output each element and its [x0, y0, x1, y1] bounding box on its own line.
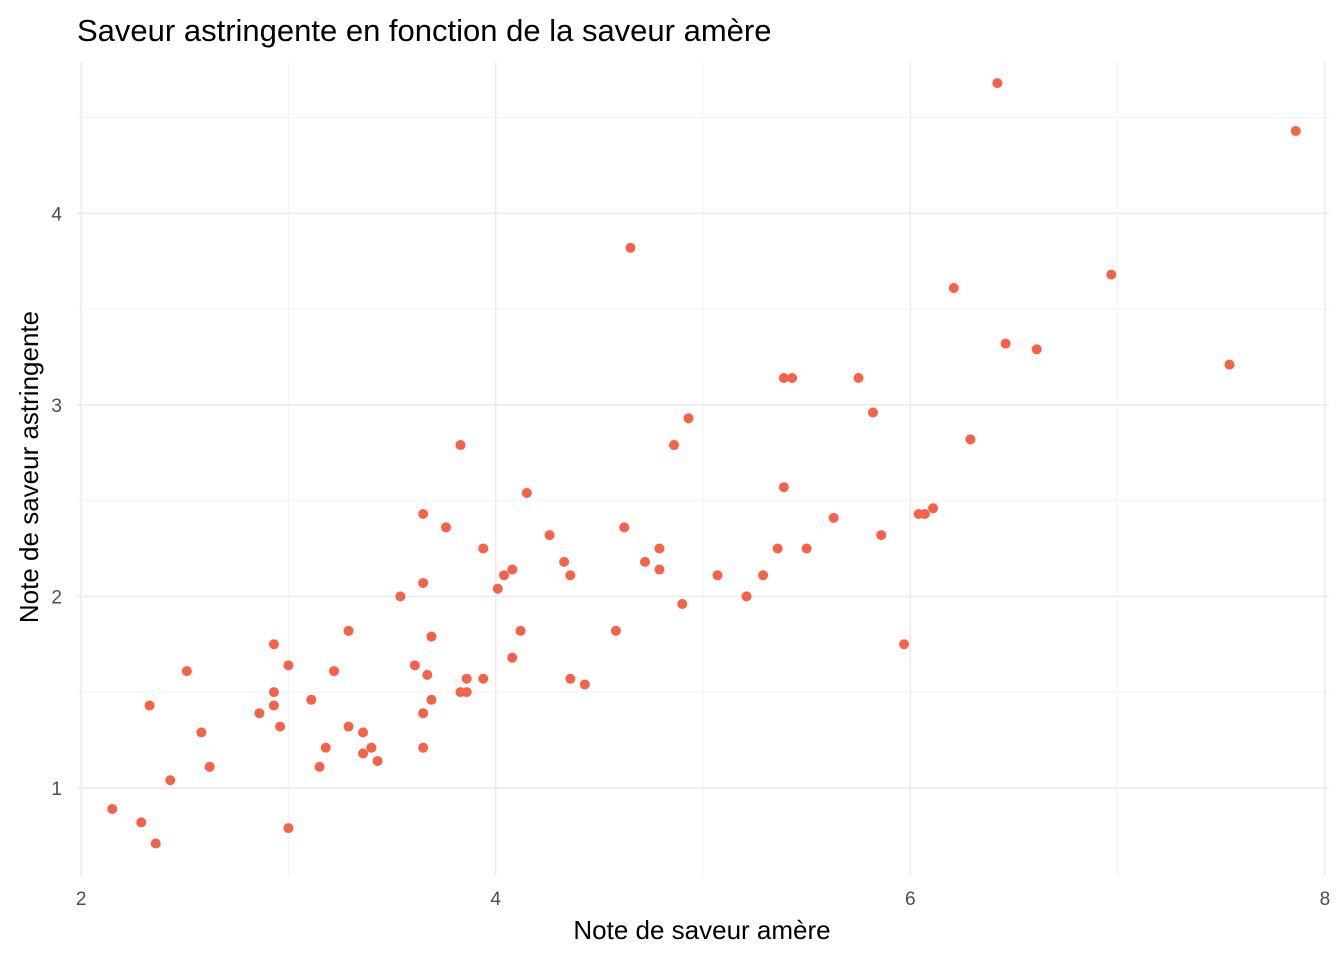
data-point	[507, 564, 518, 575]
data-point	[639, 556, 650, 567]
data-point	[418, 708, 429, 719]
data-point	[268, 639, 279, 650]
data-point	[1000, 338, 1011, 349]
data-point	[1290, 125, 1301, 136]
data-point	[358, 727, 369, 738]
chart-title: Saveur astringente en fonction de la sav…	[77, 13, 771, 48]
data-point	[778, 373, 789, 384]
data-point	[165, 775, 176, 786]
data-point	[619, 522, 630, 533]
data-point	[521, 487, 532, 498]
data-point	[150, 838, 161, 849]
data-point	[492, 583, 503, 594]
data-point	[992, 78, 1003, 89]
x-axis-title: Note de saveur amère	[573, 915, 830, 945]
data-point	[478, 673, 489, 684]
data-point	[919, 509, 930, 520]
data-point	[144, 700, 155, 711]
data-point	[314, 761, 325, 772]
data-point	[358, 748, 369, 759]
points	[107, 78, 1301, 849]
data-point	[409, 660, 420, 671]
data-point	[565, 570, 576, 581]
data-point	[426, 694, 437, 705]
data-point	[559, 556, 570, 567]
data-point	[515, 625, 526, 636]
grid	[77, 62, 1329, 876]
data-point	[372, 756, 383, 767]
y-tick-labels: 1 2 3 4	[51, 204, 62, 800]
data-point	[204, 761, 215, 772]
data-point	[867, 407, 878, 418]
data-point	[418, 742, 429, 753]
data-point	[461, 673, 472, 684]
data-point	[787, 373, 798, 384]
data-point	[320, 742, 331, 753]
data-point	[579, 679, 590, 690]
data-point	[668, 440, 679, 451]
data-point	[196, 727, 207, 738]
data-point	[1224, 359, 1235, 370]
data-point	[254, 708, 265, 719]
data-point	[1106, 269, 1117, 280]
y-tick-label: 2	[51, 587, 62, 608]
data-point	[899, 639, 910, 650]
data-point	[801, 543, 812, 554]
data-point	[712, 570, 723, 581]
data-point	[107, 803, 118, 814]
data-point	[758, 570, 769, 581]
y-axis-title: Note de saveur astringente	[14, 311, 44, 623]
data-point	[440, 522, 451, 533]
data-point	[283, 823, 294, 834]
data-point	[1031, 344, 1042, 355]
data-point	[268, 687, 279, 698]
data-point	[928, 503, 939, 514]
x-tick-label: 4	[490, 889, 501, 910]
data-point	[366, 742, 377, 753]
data-point	[343, 625, 354, 636]
data-point	[418, 509, 429, 520]
y-tick-label: 4	[51, 204, 62, 225]
data-point	[418, 577, 429, 588]
data-point	[610, 625, 621, 636]
data-point	[329, 666, 340, 677]
data-point	[544, 530, 555, 541]
data-point	[499, 570, 510, 581]
data-point	[283, 660, 294, 671]
data-point	[426, 631, 437, 642]
data-point	[478, 543, 489, 554]
data-point	[268, 700, 279, 711]
data-point	[654, 543, 665, 554]
data-point	[565, 673, 576, 684]
data-point	[181, 666, 192, 677]
data-point	[395, 591, 406, 602]
data-point	[455, 440, 466, 451]
data-point	[828, 512, 839, 523]
data-point	[422, 669, 433, 680]
data-point	[965, 434, 976, 445]
x-tick-label: 8	[1320, 889, 1331, 910]
data-point	[306, 694, 317, 705]
data-point	[654, 564, 665, 575]
data-point	[741, 591, 752, 602]
data-point	[677, 599, 688, 610]
data-point	[275, 721, 286, 732]
y-tick-label: 3	[51, 396, 62, 417]
data-point	[772, 543, 783, 554]
data-point	[876, 530, 887, 541]
data-point	[461, 687, 472, 698]
data-point	[853, 373, 864, 384]
data-point	[948, 283, 959, 294]
data-point	[136, 817, 147, 828]
data-point	[683, 413, 694, 424]
y-tick-label: 1	[51, 779, 62, 800]
data-point	[507, 652, 518, 663]
data-point	[625, 242, 636, 253]
data-point	[343, 721, 354, 732]
x-tick-label: 2	[76, 889, 87, 910]
x-tick-label: 6	[905, 889, 916, 910]
data-point	[778, 482, 789, 493]
x-tick-labels: 2 4 6 8	[76, 889, 1330, 910]
